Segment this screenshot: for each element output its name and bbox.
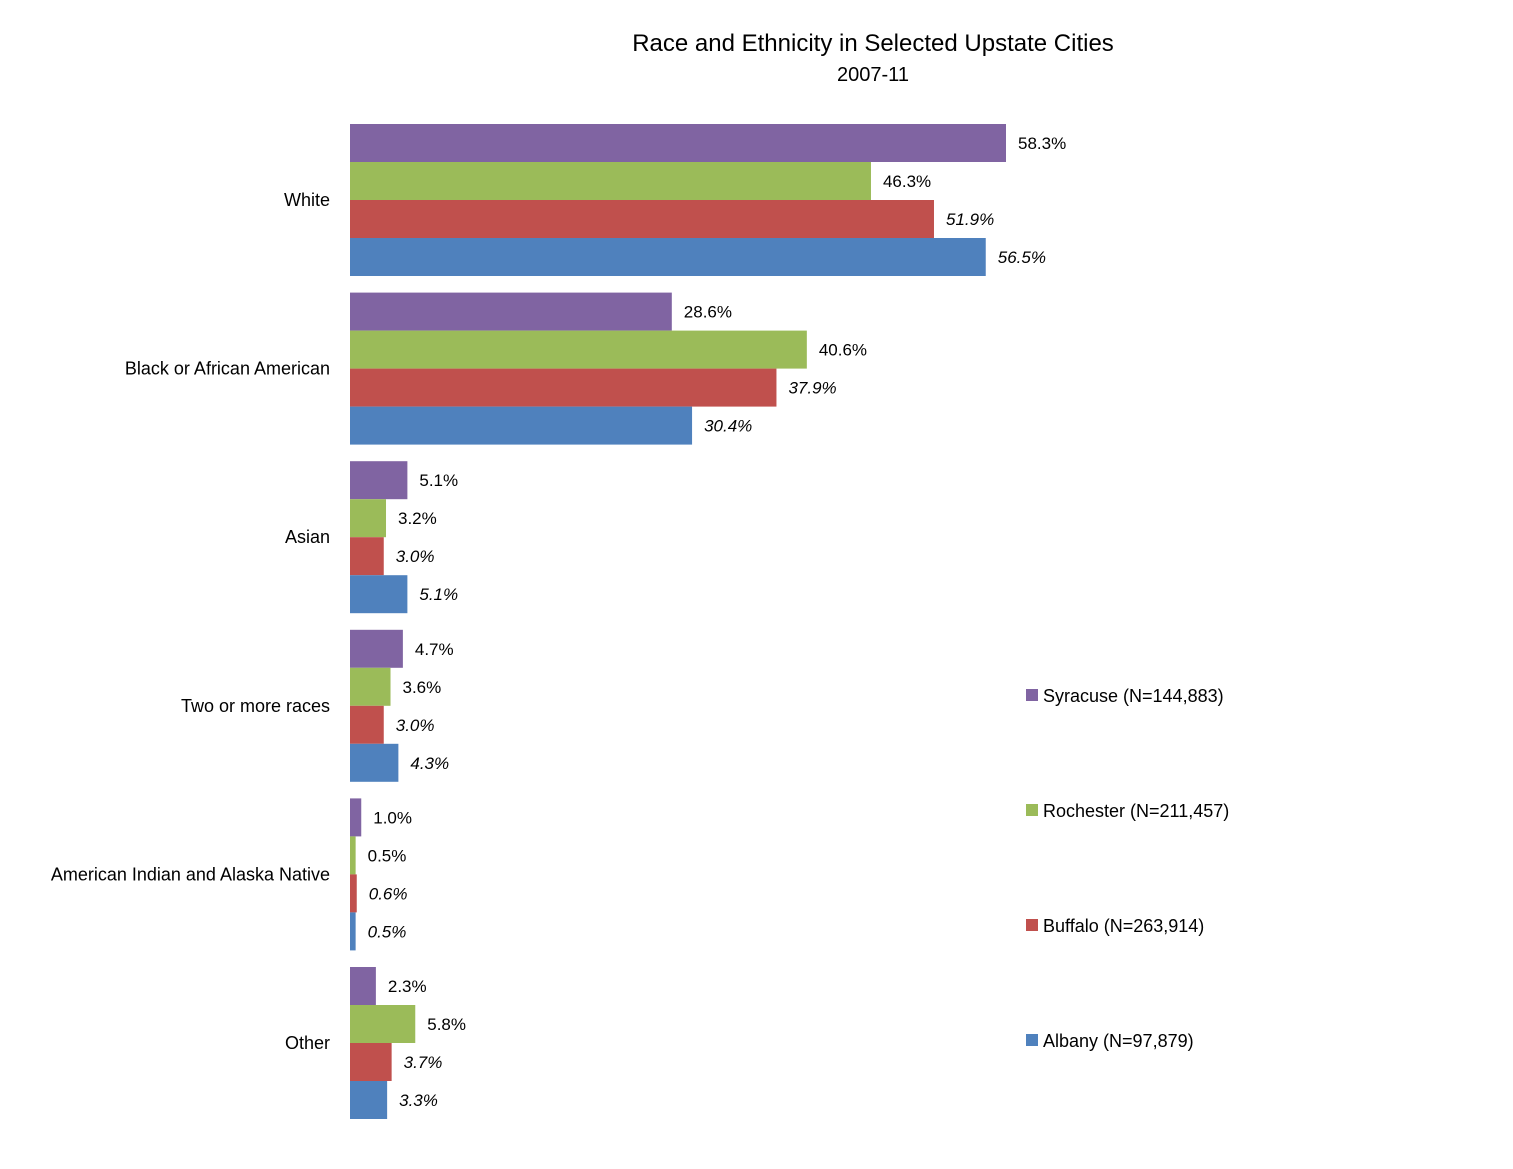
legend-label: Syracuse (N=144,883) — [1043, 686, 1224, 706]
bar — [350, 330, 807, 369]
data-label: 4.7% — [415, 640, 454, 659]
legend-swatch — [1026, 804, 1038, 816]
bar — [350, 667, 391, 706]
bar — [350, 575, 408, 614]
category-label: Asian — [285, 527, 330, 547]
chart-subtitle: 2007-11 — [837, 64, 909, 86]
data-label: 40.6% — [819, 341, 867, 360]
data-label: 58.3% — [1018, 134, 1066, 153]
legend-label: Albany (N=97,879) — [1043, 1031, 1194, 1051]
legend-swatch — [1026, 919, 1038, 931]
data-label: 3.3% — [399, 1091, 438, 1110]
data-label: 51.9% — [946, 210, 994, 229]
bar — [350, 406, 693, 445]
data-label: 1.0% — [373, 808, 412, 827]
data-label: 46.3% — [883, 172, 931, 191]
category-label: American Indian and Alaska Native — [51, 864, 330, 884]
bar — [350, 967, 376, 1005]
bar — [350, 705, 384, 744]
bar — [350, 1043, 392, 1081]
data-label: 3.6% — [403, 678, 442, 697]
bar — [350, 162, 871, 200]
legend: Syracuse (N=144,883) Rochester (N=211,457… — [1026, 686, 1229, 1051]
legend-swatch — [1026, 689, 1038, 701]
plot-area: White 58.3% 46.3% 51.9%56.5% Black or Africa… — [51, 124, 1066, 1119]
bar — [350, 912, 356, 951]
data-label: 5.1% — [419, 471, 458, 490]
bar — [350, 1081, 388, 1119]
bar — [350, 743, 399, 782]
bar — [350, 537, 384, 576]
data-label: 56.5% — [998, 248, 1046, 267]
bar — [350, 798, 362, 837]
data-label: 3.0% — [396, 547, 435, 566]
data-label: 3.7% — [404, 1053, 443, 1072]
data-label: 30.4% — [704, 417, 752, 436]
legend-label: Rochester (N=211,457) — [1043, 801, 1229, 821]
category-label: White — [284, 190, 330, 210]
data-label: 37.9% — [788, 379, 836, 398]
data-label: 5.1% — [419, 585, 458, 604]
bar — [350, 124, 1006, 162]
bar — [350, 874, 357, 913]
data-label: 4.3% — [410, 754, 449, 773]
legend-label: Buffalo (N=263,914) — [1043, 916, 1204, 936]
bar — [350, 368, 777, 407]
bar — [350, 200, 934, 238]
data-label: 28.6% — [684, 303, 732, 322]
data-label: 2.3% — [388, 977, 427, 996]
bar — [350, 499, 387, 538]
category-label: Black or African American — [125, 359, 330, 379]
category-label: Two or more races — [181, 696, 330, 716]
bar — [350, 629, 403, 668]
bar — [350, 1005, 416, 1043]
legend-swatch — [1026, 1034, 1038, 1046]
bar — [350, 461, 408, 500]
bar — [350, 292, 672, 331]
category-label: Other — [285, 1033, 330, 1053]
data-label: 0.5% — [368, 922, 407, 941]
bar — [350, 836, 356, 875]
chart-title: Race and Ethnicity in Selected Upstate C… — [632, 30, 1114, 57]
data-label: 3.2% — [398, 509, 437, 528]
data-label: 0.6% — [369, 884, 408, 903]
data-label: 0.5% — [368, 846, 407, 865]
data-label: 5.8% — [427, 1015, 466, 1034]
data-label: 3.0% — [396, 716, 435, 735]
bar — [350, 238, 986, 276]
